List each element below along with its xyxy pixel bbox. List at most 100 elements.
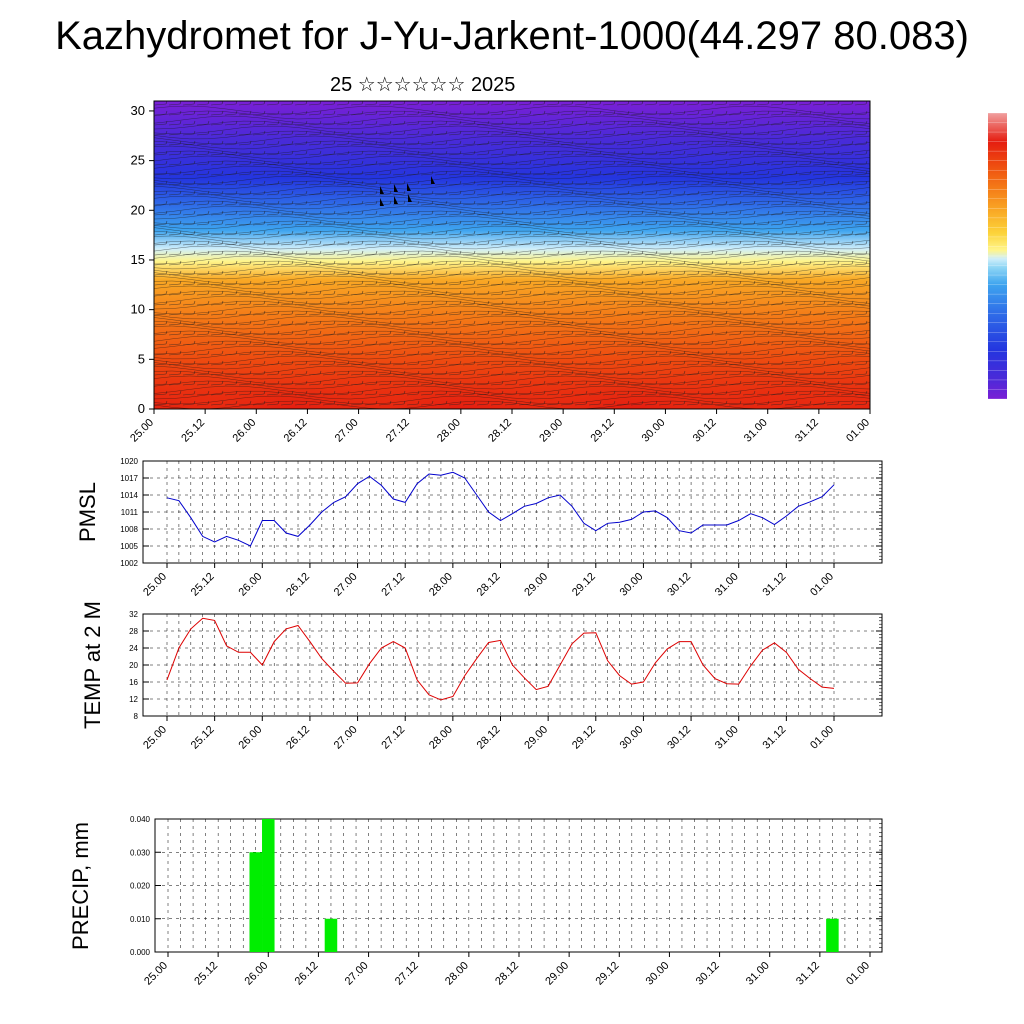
y-tick-label: 0 — [138, 401, 145, 416]
y-tick-label: 20 — [131, 202, 145, 217]
x-tick-label: 26.00 — [230, 417, 258, 445]
precip-bar — [324, 918, 338, 952]
x-tick-label: 30.00 — [640, 417, 668, 445]
wind-flag — [380, 186, 384, 194]
data-line — [166, 471, 835, 547]
x-tick-label: 31.00 — [744, 960, 772, 988]
x-tick-label: 31.12 — [761, 571, 789, 599]
y-tick-label: 1008 — [120, 525, 138, 534]
x-tick-label: 29.12 — [588, 417, 616, 445]
precip-bar — [826, 918, 839, 952]
y-tick-label: 0.040 — [130, 815, 151, 824]
y-tick-label: 32 — [129, 610, 138, 619]
wind-flag — [394, 196, 398, 204]
x-tick-label: 31.00 — [713, 571, 741, 599]
y-axis-label: PMSL — [75, 482, 100, 542]
x-tick-label: 28.00 — [427, 571, 455, 599]
x-tick-label: 30.00 — [618, 571, 646, 599]
y-tick-label: 15 — [131, 252, 145, 267]
y-axis-label: PRECIP, mm — [68, 822, 93, 950]
x-tick-label: 29.12 — [570, 571, 598, 599]
wind-flags — [380, 176, 435, 206]
x-tick-label: 25.00 — [128, 417, 156, 445]
x-tick-label: 28.12 — [475, 724, 503, 752]
x-tick-label: 27.12 — [393, 960, 421, 988]
chart-title: Kazhydromet for J-Yu-Jarkent-1000(44.297… — [55, 14, 969, 58]
wind-flag — [394, 184, 398, 192]
wind-flag — [408, 194, 412, 202]
x-tick-label: 29.00 — [537, 417, 565, 445]
x-tick-label: 31.12 — [761, 724, 789, 752]
x-tick-label: 27.12 — [379, 571, 407, 599]
y-tick-label: 0.010 — [130, 915, 151, 924]
x-tick-label: 25.00 — [142, 960, 170, 988]
x-tick-label: 01.00 — [844, 417, 872, 445]
x-tick-label: 30.12 — [665, 571, 693, 599]
cross-section-panel: 0 5 10 15 20 25 30 25.00 25.12 26.00 26.12 27.00 27.… — [128, 100, 872, 445]
x-tick-label: 26.00 — [242, 960, 270, 988]
x-tick-label: 26.12 — [293, 960, 321, 988]
y-tick-label: 28 — [129, 627, 138, 636]
x-tick-label: 01.00 — [808, 724, 836, 752]
x-tick-label: 27.00 — [343, 960, 371, 988]
y-tick-label: 1002 — [120, 559, 138, 568]
x-tick-label: 27.12 — [379, 724, 407, 752]
y-tick-label: 5 — [138, 351, 145, 366]
x-tick-label: 01.00 — [844, 960, 872, 988]
y-tick-label: 1005 — [120, 542, 138, 551]
x-tick-label: 27.12 — [384, 417, 412, 445]
y-tick-label: 12 — [129, 695, 138, 704]
data-line — [166, 617, 835, 701]
x-tick-label: 28.00 — [435, 417, 463, 445]
x-tick-label: 26.00 — [236, 724, 264, 752]
x-tick-label: 30.00 — [618, 724, 646, 752]
x-tick-label: 25.12 — [189, 571, 217, 599]
x-tick-label: 25.12 — [189, 724, 217, 752]
x-tick-label: 29.00 — [543, 960, 571, 988]
y-tick-label: 1020 — [120, 457, 138, 466]
pmsl-panel: 1002 1005 1008 1011 1014 1017 1020 PMSL 25.00 25.… — [75, 457, 883, 599]
x-tick-label: 27.00 — [332, 724, 360, 752]
y-tick-label: 1011 — [121, 508, 139, 517]
x-tick-label: 27.00 — [333, 417, 361, 445]
y-axis-label: TEMP at 2 M — [80, 601, 105, 729]
x-tick-label: 01.00 — [808, 571, 836, 599]
wind-flag — [431, 176, 435, 184]
x-tick-label: 26.12 — [284, 571, 312, 599]
x-tick-label: 31.00 — [713, 724, 741, 752]
y-tick-label: 24 — [129, 644, 138, 653]
wind-barbs — [154, 101, 870, 409]
colorbar-steps — [988, 112, 1007, 400]
x-tick-label: 28.00 — [427, 724, 455, 752]
x-tick-label: 31.12 — [794, 960, 822, 988]
x-tick-label: 25.00 — [141, 724, 169, 752]
y-tick-label: 0.020 — [130, 882, 151, 891]
x-tick-label: 29.12 — [570, 724, 598, 752]
x-tick-label: 29.12 — [593, 960, 621, 988]
x-tick-label: 26.12 — [282, 417, 310, 445]
y-tick-label: 25 — [131, 153, 145, 168]
x-tick-label: 31.00 — [742, 417, 770, 445]
x-tick-label: 30.12 — [665, 724, 693, 752]
y-tick-label: 10 — [131, 302, 145, 317]
y-tick-label: 8 — [134, 712, 139, 721]
temperature-panel: 8 12 16 20 24 28 32 TEMP at 2 M 25.00 25.12 26.00 2… — [80, 601, 883, 752]
wind-flag — [407, 183, 411, 191]
x-tick-label: 25.12 — [179, 417, 207, 445]
y-tick-label: 20 — [129, 661, 138, 670]
wind-flag — [380, 198, 384, 206]
y-tick-label: 1014 — [120, 491, 138, 500]
x-tick-label: 30.12 — [691, 417, 719, 445]
x-tick-label: 30.00 — [644, 960, 672, 988]
x-tick-label: 28.00 — [443, 960, 471, 988]
x-tick-label: 26.12 — [284, 724, 312, 752]
x-tick-label: 27.00 — [332, 571, 360, 599]
x-tick-label: 29.00 — [522, 571, 550, 599]
y-tick-label: 16 — [129, 678, 138, 687]
x-tick-label: 29.00 — [522, 724, 550, 752]
chart-subtitle: 25 ☆☆☆☆☆☆ 2025 — [330, 74, 516, 96]
y-tick-label: 1017 — [120, 474, 138, 483]
x-tick-label: 30.12 — [694, 960, 722, 988]
x-tick-label: 31.12 — [793, 417, 821, 445]
